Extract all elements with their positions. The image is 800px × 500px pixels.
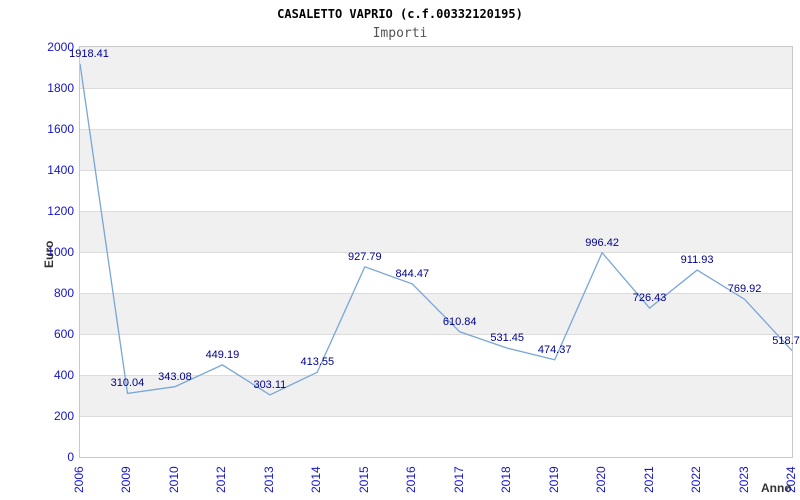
data-point-label: 518.7 [772,334,800,347]
y-axis-tick-label: 1800 [47,81,74,95]
series-svg [80,63,792,396]
data-point-label: 996.42 [585,236,619,249]
gridline [80,293,792,294]
y-axis-tick-label: 800 [53,286,74,300]
gridline [80,375,792,376]
x-axis-tick-label: 2010 [166,466,181,493]
x-axis-tick-label: 2020 [594,466,609,493]
data-point-label: 343.08 [158,370,192,383]
gridline [80,88,792,89]
x-axis-tick-label: 2016 [404,466,419,493]
data-point-label: 531.45 [490,332,525,345]
gridline [80,129,792,130]
x-axis-tick-label: 2022 [689,466,704,493]
data-point-label: 474.37 [537,343,572,356]
x-axis-tick-label: 2012 [214,466,229,493]
x-axis-tick-label: 2024 [784,466,798,493]
chart-subtitle: Importi [372,26,428,41]
gridline [80,252,792,253]
y-axis-tick-label: 1000 [47,245,74,259]
plot-area [79,46,793,458]
data-point-label: 911.93 [680,254,714,267]
y-axis-tick-label: 1200 [47,204,74,218]
gridline [80,416,792,417]
x-axis-tick-label: 2006 [72,466,86,493]
y-axis-tick-label: 1400 [47,163,74,177]
data-point-label: 726.43 [632,292,667,305]
x-axis-tick-label: 2018 [499,466,514,493]
x-axis-tick-label: 2014 [309,466,324,493]
gridline [80,334,792,335]
data-point-label: 449.19 [205,348,240,361]
data-point-label: 1918.41 [69,47,109,60]
x-axis-tick-label: 2021 [641,466,656,493]
data-point-label: 303.11 [253,378,287,391]
gridline [80,211,792,212]
data-point-label: 310.04 [110,377,145,390]
data-point-label: 769.92 [727,283,762,296]
y-axis-tick-label: 400 [53,368,74,382]
y-axis-tick-label: 0 [67,450,74,464]
y-axis-tick-label: 2000 [47,40,74,54]
data-point-label: 844.47 [395,267,430,280]
series-polyline [80,63,792,396]
chart-title: CASALETTO VAPRIO (c.f.00332120195) [277,7,523,21]
x-axis-title: Anno [761,481,792,495]
x-axis-tick-label: 2019 [546,466,561,493]
x-axis-tick-label: 2015 [356,466,371,493]
x-axis-tick-label: 2013 [261,466,276,493]
data-point-label: 927.79 [347,250,382,263]
data-point-label: 610.84 [442,315,477,328]
gridline [80,170,792,171]
x-axis-tick-label: 2023 [736,466,751,493]
data-point-label: 413.55 [300,356,335,369]
x-axis-tick-label: 2009 [119,466,134,493]
y-axis-tick-label: 1600 [47,122,74,136]
y-axis-tick-label: 600 [53,327,74,341]
y-axis-tick-label: 200 [53,409,74,423]
x-axis-tick-label: 2017 [451,466,466,493]
